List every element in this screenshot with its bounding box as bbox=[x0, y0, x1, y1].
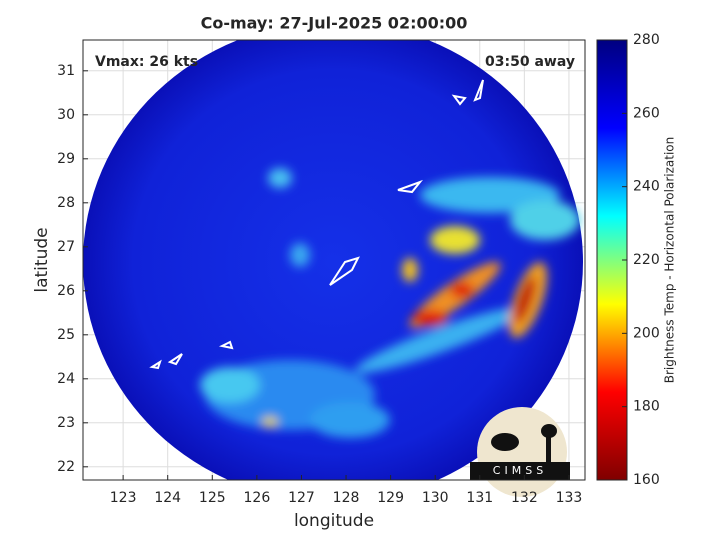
y-tick-label: 31 bbox=[57, 63, 75, 79]
x-tick-label: 125 bbox=[199, 490, 226, 506]
y-tick-label: 22 bbox=[57, 459, 75, 475]
colorbar-tick-label: 280 bbox=[633, 32, 660, 48]
x-axis-label: longitude bbox=[294, 511, 374, 531]
y-tick-label: 29 bbox=[57, 151, 75, 167]
swath bbox=[83, 40, 583, 480]
y-tick-label: 27 bbox=[57, 239, 75, 255]
y-tick-label: 23 bbox=[57, 415, 75, 431]
colorbar-tick-label: 200 bbox=[633, 325, 660, 341]
x-tick-label: 129 bbox=[377, 490, 404, 506]
y-tick-label: 26 bbox=[57, 283, 75, 299]
y-tick-label: 25 bbox=[57, 327, 75, 343]
colorbar-tick-label: 180 bbox=[633, 399, 660, 415]
y-tick-label: 30 bbox=[57, 107, 75, 123]
x-tick-label: 132 bbox=[511, 490, 538, 506]
x-tick-label: 126 bbox=[244, 490, 271, 506]
logo: CIMSS bbox=[470, 407, 570, 497]
plot-frame bbox=[82, 39, 586, 481]
x-tick-label: 131 bbox=[466, 490, 493, 506]
y-axis-label: latitude bbox=[32, 227, 52, 292]
x-tick-label: 128 bbox=[333, 490, 360, 506]
colorbar-label: Brightness Temp - Horizontal Polarizatio… bbox=[663, 137, 677, 384]
logo-text: CIMSS bbox=[493, 464, 547, 477]
colorbar-tick-label: 160 bbox=[633, 472, 660, 488]
x-tick-label: 124 bbox=[154, 490, 181, 506]
x-tick-label: 127 bbox=[288, 490, 315, 506]
coastlines bbox=[149, 79, 484, 370]
x-tick-label: 133 bbox=[556, 490, 583, 506]
colorbar-tick-label: 260 bbox=[633, 105, 660, 121]
annotation: Vmax: 26 kts bbox=[95, 54, 198, 70]
features bbox=[200, 168, 580, 438]
colorbar-tick-label: 240 bbox=[633, 179, 660, 195]
colorbar-tick-label: 220 bbox=[633, 252, 660, 268]
x-tick-label: 130 bbox=[422, 490, 449, 506]
y-tick-label: 24 bbox=[57, 371, 75, 387]
y-tick-label: 28 bbox=[57, 195, 75, 211]
x-tick-label: 123 bbox=[110, 490, 137, 506]
annotation: 03:50 away bbox=[485, 54, 575, 70]
chart-title: Co-may: 27-Jul-2025 02:00:00 bbox=[201, 14, 468, 33]
image bbox=[83, 40, 583, 480]
